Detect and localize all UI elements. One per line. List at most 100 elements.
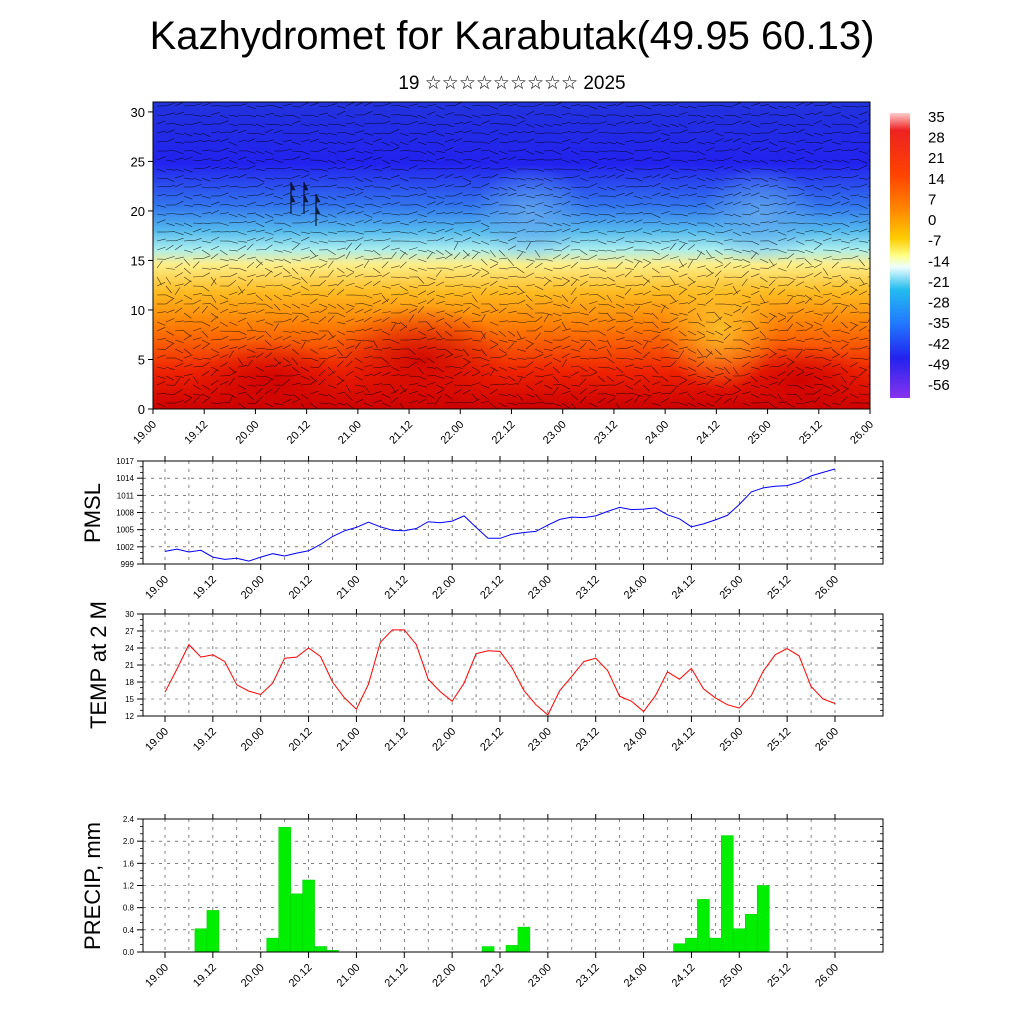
xtick-label: 20.12 [287, 574, 315, 602]
xtick-label: 25.00 [717, 962, 745, 990]
precip-panel: 0.0 0.4 0.8 1.2 1.6 2.0 2.4 19.00 19.12 20.00 20.1… [80, 814, 884, 990]
cs-xtick-label: 23.00 [541, 419, 569, 447]
xtick-label: 26.00 [813, 962, 841, 990]
colorbar-label: -14 [928, 253, 950, 270]
colorbar-label: -21 [928, 274, 950, 291]
precip-bar [733, 928, 746, 953]
cs-ytick-label: 0 [138, 402, 145, 417]
pmsl-panel: 999 1002 1005 1008 1011 1014 1017 19.00 19.12 20.… [80, 456, 884, 602]
xtick-label: 20.00 [239, 726, 267, 754]
xtick-label: 20.12 [287, 726, 315, 754]
precip-bar [673, 943, 686, 953]
precip-bar [314, 946, 327, 953]
ytick-label: 1005 [116, 526, 134, 535]
temp-ylabel: TEMP at 2 M [86, 601, 111, 729]
xtick-label: 23.00 [526, 574, 554, 602]
pmsl-grid [143, 460, 883, 565]
precip-bar [697, 899, 710, 953]
xtick-label: 19.12 [191, 726, 219, 754]
precip-bar [709, 937, 722, 953]
xtick-label: 24.00 [622, 726, 650, 754]
wind-barbs [156, 102, 870, 409]
precip-bar [481, 946, 495, 953]
xtick-label: 24.12 [670, 726, 698, 754]
precip-bars [194, 827, 770, 953]
xtick-label: 20.00 [239, 962, 267, 990]
ytick-label: 1002 [116, 543, 134, 552]
precip-bar [194, 928, 208, 953]
cs-xtick-label: 19.00 [131, 419, 159, 447]
colorbar-label: 7 [928, 191, 936, 208]
colorbar-labels: 35 28 21 14 7 0 -7 -14 -21 -28 -35 -42 -49 -56 [928, 109, 950, 394]
cs-xtick-label: 24.00 [643, 419, 671, 447]
xtick-label: 23.12 [574, 962, 602, 990]
ytick-label: 1017 [116, 457, 134, 466]
ytick-label: 0.8 [123, 904, 135, 913]
xtick-label: 26.00 [813, 726, 841, 754]
ytick-label: 12 [125, 712, 134, 721]
temp-panel: 12 15 18 21 24 27 30 19.00 19.12 20.00 20.12 21.00 2… [86, 601, 884, 754]
precip-ylabel: PRECIP, mm [80, 822, 105, 950]
precip-bar [756, 885, 770, 953]
precip-bar [290, 893, 303, 953]
xtick-label: 23.12 [574, 726, 602, 754]
pmsl-series-line [164, 468, 836, 562]
xtick-label: 22.12 [478, 726, 506, 754]
xtick-label: 25.12 [765, 962, 793, 990]
colorbar-label: 14 [928, 171, 945, 188]
cs-ytick-label: 20 [131, 204, 145, 219]
cs-xtick-label: 19.12 [182, 419, 210, 447]
cs-xtick-label: 26.00 [848, 419, 876, 447]
xtick-label: 19.00 [143, 574, 171, 602]
precip-bar [721, 835, 734, 953]
xtick-label: 22.00 [430, 574, 458, 602]
colorbar: 35 28 21 14 7 0 -7 -14 -21 -28 -35 -42 -49 -56 [890, 109, 950, 398]
ytick-label: 1011 [117, 491, 135, 500]
xtick-label: 24.00 [622, 574, 650, 602]
chart-subtitle: 19 ☆☆☆☆☆☆☆☆☆ 2025 [398, 73, 626, 94]
xtick-label: 25.00 [717, 574, 745, 602]
colorbar-label: -28 [928, 295, 950, 312]
cs-xtick-label: 21.00 [336, 419, 364, 447]
precip-bar [517, 926, 531, 953]
cs-xtick-label: 20.00 [234, 419, 262, 447]
cs-xtick-label: 25.00 [746, 419, 774, 447]
xtick-label: 24.12 [670, 962, 698, 990]
cs-xtick-label: 21.12 [387, 419, 415, 447]
xtick-label: 20.00 [239, 574, 267, 602]
ytick-label: 1008 [116, 509, 134, 518]
ytick-label: 21 [125, 661, 134, 670]
ytick-label: 999 [121, 560, 135, 569]
cs-ytick-label: 10 [131, 303, 145, 318]
colorbar-label: 35 [928, 109, 945, 126]
xtick-label: 24.00 [622, 962, 650, 990]
ytick-label: 30 [125, 610, 134, 619]
precip-bar [745, 914, 758, 953]
cross-section-field [153, 102, 870, 409]
temp-axes: 12 15 18 21 24 27 30 19.00 19.12 20.00 20.12 21.00 2… [125, 609, 883, 754]
ytick-label: 0.4 [123, 926, 135, 935]
cs-ytick-label: 5 [138, 352, 145, 367]
ytick-label: 27 [125, 627, 134, 636]
cs-ytick-label: 25 [131, 154, 145, 169]
temp-grid [143, 613, 883, 717]
colorbar-label: -7 [928, 233, 941, 250]
precip-bar [266, 937, 279, 953]
xtick-label: 25.12 [765, 574, 793, 602]
precip-grid [143, 818, 883, 953]
colorbar-label: 21 [928, 150, 945, 167]
cs-ytick-label: 15 [131, 253, 145, 268]
ytick-label: 18 [125, 678, 134, 687]
xtick-label: 19.00 [143, 962, 171, 990]
colorbar-label: -42 [928, 336, 950, 353]
xtick-label: 21.12 [382, 726, 410, 754]
xtick-label: 20.12 [287, 962, 315, 990]
precip-bar [302, 879, 315, 953]
cross-section-x-axis: 19.00 19.12 20.00 20.12 21.00 21.12 22.00 22.12… [131, 409, 876, 447]
xtick-label: 19.12 [191, 574, 219, 602]
precip-bar [278, 827, 291, 953]
colorbar-label: 0 [928, 212, 936, 229]
chart-title: Kazhydromet for Karabutak(49.95 60.13) [149, 14, 875, 58]
xtick-label: 19.00 [143, 726, 171, 754]
pmsl-axes: 999 1002 1005 1008 1011 1014 1017 19.00 19.12 20.… [116, 456, 883, 602]
